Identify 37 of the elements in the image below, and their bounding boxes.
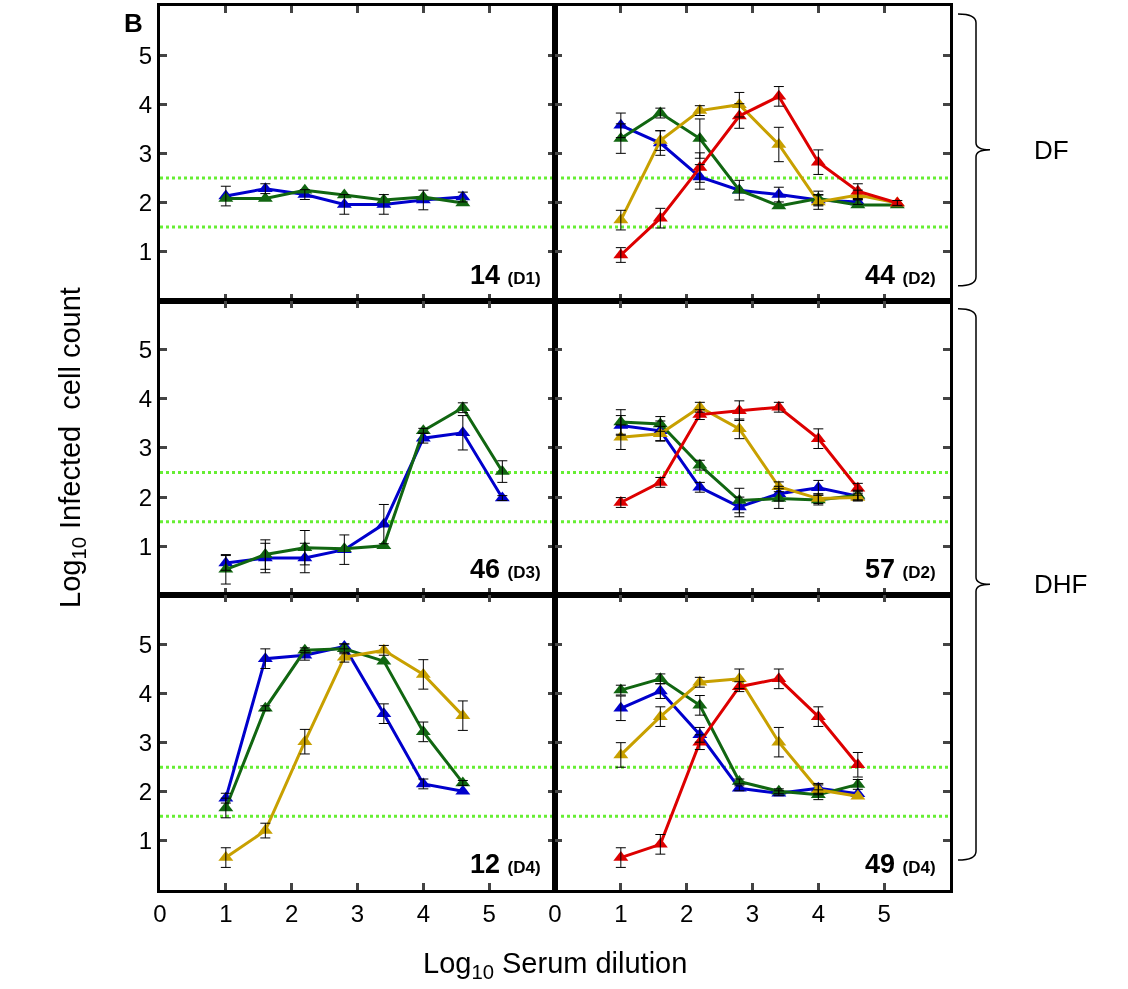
text: DF: [1034, 135, 1069, 165]
y-tick-label: 1: [138, 237, 153, 265]
text: DHF: [1034, 569, 1088, 599]
y-tick-label: 4: [138, 679, 153, 707]
x-tick-label: 5: [482, 899, 496, 927]
annotation: 46 (D3): [470, 554, 541, 584]
y-tick-label: 5: [138, 336, 153, 364]
y-tick-label: 4: [138, 385, 153, 413]
x-tick-label: 0: [153, 899, 167, 927]
y-tick-label: 3: [138, 729, 153, 757]
y-tick-label: 2: [138, 778, 153, 806]
x-tick-label: 5: [877, 899, 891, 927]
annotation: 12 (D4): [470, 849, 541, 879]
y-tick-label: 4: [138, 90, 153, 118]
x-tick-label: 2: [679, 899, 694, 927]
x-tick-label: 4: [811, 899, 826, 927]
y-tick-label: 5: [138, 630, 153, 658]
x-axis-title: Log$_{10}$ Serum dilution: [423, 947, 688, 984]
x-tick-label: 1: [614, 899, 628, 927]
y-tick-label: 3: [138, 434, 153, 462]
annotation: 57 (D2): [865, 554, 936, 584]
x-tick-label: 2: [284, 899, 299, 927]
annotation: 49 (D4): [865, 849, 936, 879]
y-tick-label: 5: [138, 41, 153, 69]
y-tick-label: 1: [138, 532, 153, 560]
x-tick-label: 0: [548, 899, 562, 927]
x-tick-label: 3: [350, 899, 365, 927]
x-tick-label: 4: [416, 899, 431, 927]
annotation: 44 (D2): [865, 260, 936, 290]
x-tick-label: 1: [219, 899, 233, 927]
annotation: 14 (D1): [470, 260, 541, 290]
y-tick-label: 2: [138, 483, 153, 511]
y-tick-label: 1: [138, 827, 153, 855]
y-tick-label: 2: [138, 188, 153, 216]
y-tick-label: 3: [138, 139, 153, 167]
text: B: [124, 8, 143, 38]
x-tick-label: 3: [745, 899, 760, 927]
